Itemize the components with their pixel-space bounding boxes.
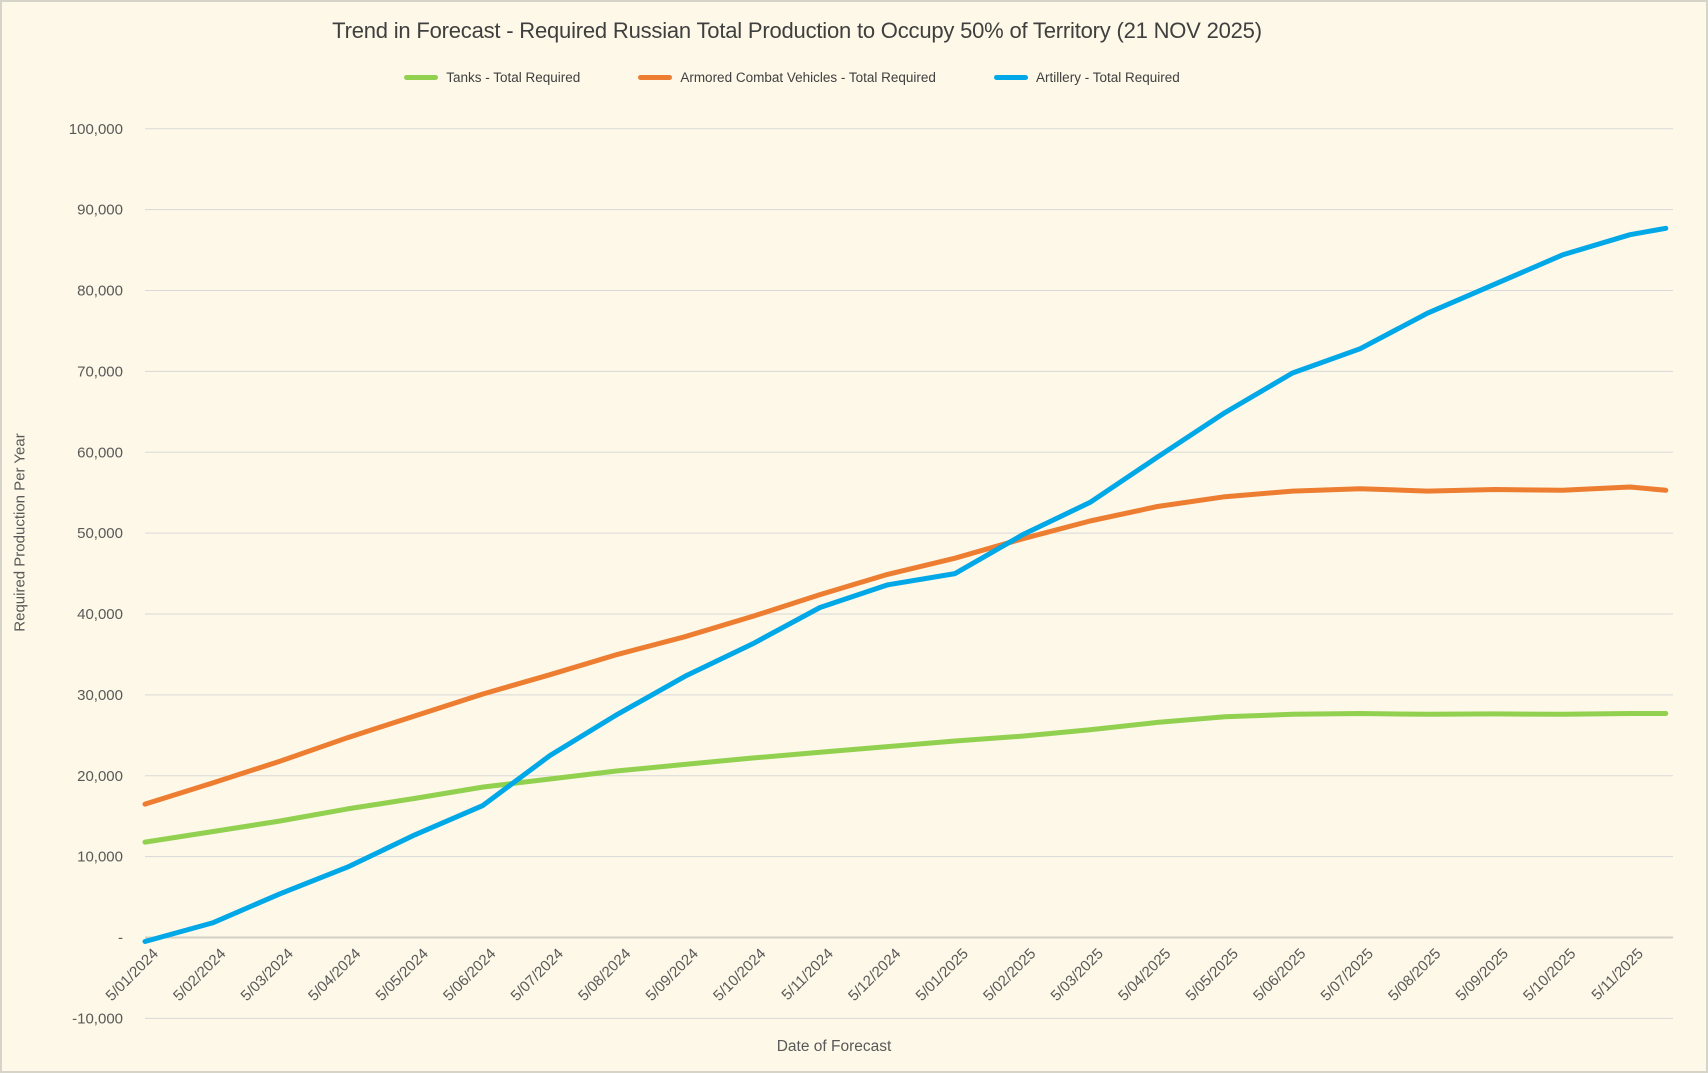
y-tick-label: 100,000 [69,121,123,138]
artillery-series-swatch [993,75,1028,80]
y-tick-label: 50,000 [77,525,123,542]
x-tick-label: 5/07/2024 [508,945,567,1004]
x-tick-label: 5/01/2025 [913,945,972,1004]
legend-item-tanks: Tanks - Total Required [404,70,580,85]
x-tick-label: 5/08/2025 [1385,945,1444,1004]
legend-label-acv: Armored Combat Vehicles - Total Required [680,70,936,85]
legend-item-acv: Armored Combat Vehicles - Total Required [638,70,936,85]
legend-item-artillery: Artillery - Total Required [993,70,1180,85]
x-tick-label: 5/07/2025 [1318,945,1377,1004]
x-tick-label: 5/12/2024 [845,945,904,1004]
chart-title: Trend in Forecast - Required Russian Tot… [332,18,1262,43]
y-tick-label: 90,000 [77,202,123,219]
gridlines [145,128,1673,1019]
x-tick-label: 5/11/2025 [1588,945,1646,1003]
x-tick-label: 5/08/2024 [575,945,634,1004]
series-line-0 [142,711,1669,845]
x-tick-label: 5/04/2024 [305,945,364,1004]
x-tick-label: 5/04/2025 [1115,945,1174,1004]
x-tick-label: 5/10/2025 [1520,945,1579,1004]
y-tick-label: -10,000 [72,1010,123,1027]
x-tick-label: 5/09/2025 [1453,945,1512,1004]
y-tick-label: 40,000 [77,606,123,623]
x-tick-label: 5/11/2024 [778,945,836,1003]
y-tick-label: 60,000 [77,444,123,461]
legend-label-tanks: Tanks - Total Required [446,70,581,85]
x-axis-tick-labels: 5/01/2024 5/02/2024 5/03/2024 5/04/2024 5/05… [103,945,1647,1004]
series-line-1 [142,484,1669,807]
y-tick-label: 20,000 [77,768,123,785]
x-tick-label: 5/09/2024 [643,945,702,1004]
series-line-2 [142,225,1669,944]
y-tick-label: 70,000 [77,363,123,380]
x-tick-label: 5/05/2024 [373,945,432,1004]
x-tick-label: 5/05/2025 [1183,945,1242,1004]
y-tick-label: 30,000 [77,687,123,704]
y-tick-label: - [118,930,123,947]
tanks-series-swatch [404,75,439,80]
legend-label-artillery: Artillery - Total Required [1035,70,1180,85]
x-tick-label: 5/06/2024 [440,945,499,1004]
x-tick-label: 5/01/2024 [103,945,162,1004]
y-tick-label: 10,000 [77,849,123,866]
x-tick-label: 5/03/2024 [238,945,297,1004]
x-axis-title: Date of Forecast [776,1038,892,1055]
acv-series-swatch [638,75,673,80]
x-tick-label: 5/03/2025 [1048,945,1107,1004]
x-tick-label: 5/10/2024 [710,945,769,1004]
y-tick-label: 80,000 [77,283,123,300]
x-tick-label: 5/06/2025 [1250,945,1309,1004]
y-axis-tick-labels: 100,000 90,000 80,000 70,000 60,000 50,000 40,… [69,121,123,1028]
x-tick-label: 5/02/2024 [170,945,229,1004]
legend: Tanks - Total Required Armored Combat Ve… [2,70,1582,85]
x-tick-label: 5/02/2025 [980,945,1039,1004]
y-axis-title: Required Production Per Year [11,433,29,632]
